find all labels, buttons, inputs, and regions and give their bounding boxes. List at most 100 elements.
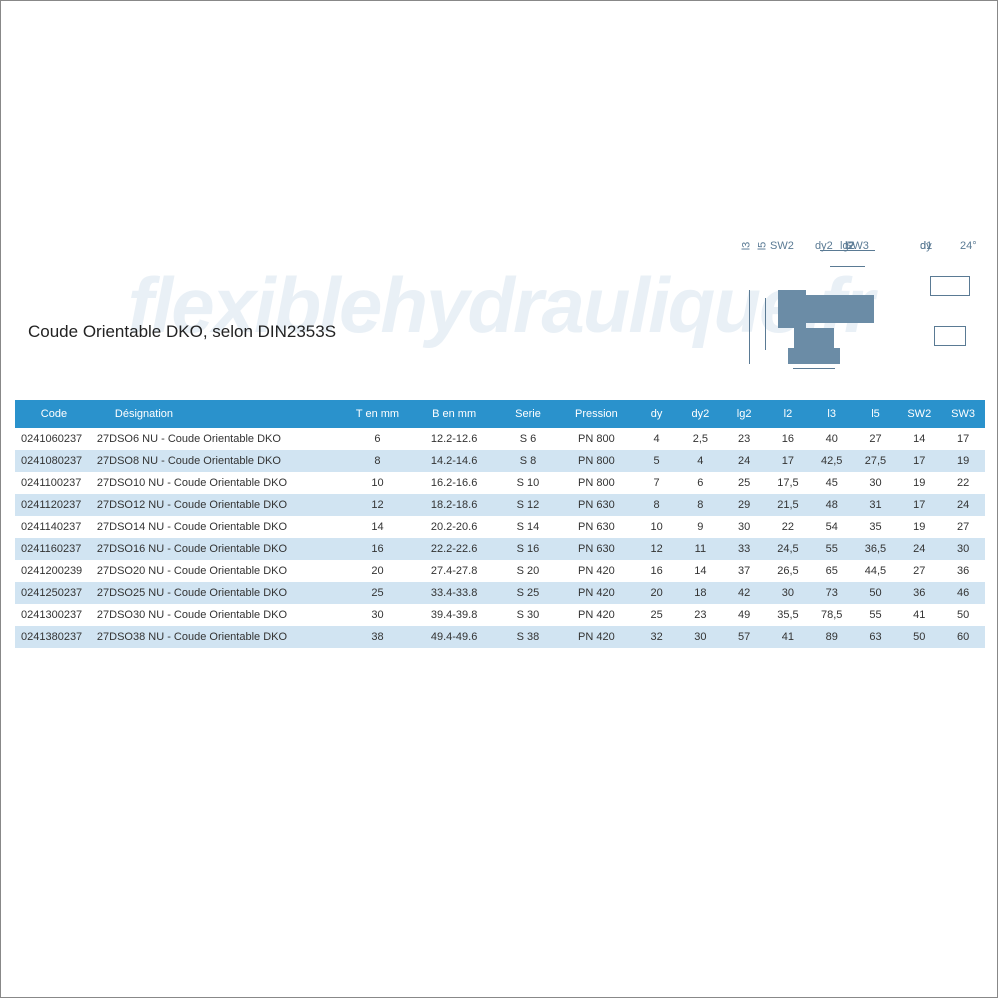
- col-lg2: lg2: [722, 400, 766, 428]
- cell-value: 50: [854, 582, 898, 604]
- diagram-label-l3: l3: [740, 242, 752, 251]
- cell-value: 14.2-14.6: [410, 450, 498, 472]
- cell-value: 42: [722, 582, 766, 604]
- cell-value: 33.4-33.8: [410, 582, 498, 604]
- cell-code: 0241140237: [15, 516, 93, 538]
- cell-value: 89: [810, 626, 854, 648]
- cell-value: 11: [678, 538, 722, 560]
- cell-value: 50: [897, 626, 941, 648]
- diagram-label-sw2: SW2: [770, 240, 794, 252]
- cell-value: 20: [345, 560, 411, 582]
- col-sw2: SW2: [897, 400, 941, 428]
- cell-value: 8: [345, 450, 411, 472]
- table-row: 024116023727DSO16 NU - Coude Orientable …: [15, 538, 985, 560]
- spec-table: Code Désignation T en mm B en mm Serie P…: [15, 400, 985, 648]
- cell-designation: 27DSO20 NU - Coude Orientable DKO: [93, 560, 345, 582]
- table-row: 024108023727DSO8 NU - Coude Orientable D…: [15, 450, 985, 472]
- cell-code: 0241380237: [15, 626, 93, 648]
- cell-code: 0241300237: [15, 604, 93, 626]
- cell-value: 20: [635, 582, 679, 604]
- cell-designation: 27DSO12 NU - Coude Orientable DKO: [93, 494, 345, 516]
- diagram-profile-top: [930, 276, 970, 296]
- cell-value: 78,5: [810, 604, 854, 626]
- cell-value: 25: [345, 582, 411, 604]
- cell-value: S 16: [498, 538, 558, 560]
- cell-value: 41: [897, 604, 941, 626]
- cell-designation: 27DSO8 NU - Coude Orientable DKO: [93, 450, 345, 472]
- technical-diagram: lg2 l2 SW2 SW3 l3 l5 dy d1 dy2 24°: [720, 240, 975, 390]
- cell-value: PN 800: [558, 428, 635, 450]
- table-row: 024138023727DSO38 NU - Coude Orientable …: [15, 626, 985, 648]
- cell-value: 14: [345, 516, 411, 538]
- cell-value: 12: [635, 538, 679, 560]
- cell-value: 16: [635, 560, 679, 582]
- cell-value: 17,5: [766, 472, 810, 494]
- cell-value: 46: [941, 582, 985, 604]
- cell-designation: 27DSO38 NU - Coude Orientable DKO: [93, 626, 345, 648]
- col-pression: Pression: [558, 400, 635, 428]
- cell-value: 10: [635, 516, 679, 538]
- col-b: B en mm: [410, 400, 498, 428]
- table-row: 024125023727DSO25 NU - Coude Orientable …: [15, 582, 985, 604]
- cell-value: PN 420: [558, 560, 635, 582]
- cell-value: 65: [810, 560, 854, 582]
- cell-value: 38: [345, 626, 411, 648]
- cell-value: 10: [345, 472, 411, 494]
- col-l3: l3: [810, 400, 854, 428]
- diagram-label-d1: d1: [920, 240, 932, 252]
- cell-value: 45: [810, 472, 854, 494]
- table-row: 024114023727DSO14 NU - Coude Orientable …: [15, 516, 985, 538]
- table-row: 024120023927DSO20 NU - Coude Orientable …: [15, 560, 985, 582]
- cell-value: 55: [810, 538, 854, 560]
- col-code: Code: [15, 400, 93, 428]
- cell-value: 25: [722, 472, 766, 494]
- diagram-profile-bottom: [934, 326, 966, 346]
- diagram-dimline-lg2: [820, 250, 875, 251]
- cell-code: 0241120237: [15, 494, 93, 516]
- cell-value: 17: [941, 428, 985, 450]
- cell-value: 23: [678, 604, 722, 626]
- diagram-body-horizontal: [806, 295, 874, 323]
- cell-value: S 38: [498, 626, 558, 648]
- cell-value: S 8: [498, 450, 558, 472]
- cell-value: 18.2-18.6: [410, 494, 498, 516]
- cell-value: 14: [678, 560, 722, 582]
- col-l5: l5: [854, 400, 898, 428]
- cell-value: 37: [722, 560, 766, 582]
- cell-value: 19: [941, 450, 985, 472]
- table-row: 024130023727DSO30 NU - Coude Orientable …: [15, 604, 985, 626]
- cell-value: 27.4-27.8: [410, 560, 498, 582]
- cell-value: 16: [345, 538, 411, 560]
- cell-value: 30: [941, 538, 985, 560]
- cell-value: 73: [810, 582, 854, 604]
- cell-value: 30: [722, 516, 766, 538]
- diagram-dimline-l5: [765, 298, 766, 350]
- cell-value: 22: [941, 472, 985, 494]
- cell-value: 30: [678, 626, 722, 648]
- cell-value: 54: [810, 516, 854, 538]
- cell-value: PN 800: [558, 472, 635, 494]
- cell-value: 8: [635, 494, 679, 516]
- cell-code: 0241080237: [15, 450, 93, 472]
- col-designation: Désignation: [93, 400, 345, 428]
- diagram-dimline-dy2: [793, 368, 835, 369]
- cell-value: 22: [766, 516, 810, 538]
- spec-table-head: Code Désignation T en mm B en mm Serie P…: [15, 400, 985, 428]
- cell-value: 17: [897, 494, 941, 516]
- cell-value: 24: [941, 494, 985, 516]
- cell-value: 60: [941, 626, 985, 648]
- cell-value: 12.2-12.6: [410, 428, 498, 450]
- cell-value: 14: [897, 428, 941, 450]
- cell-value: 8: [678, 494, 722, 516]
- table-row: 024106023727DSO6 NU - Coude Orientable D…: [15, 428, 985, 450]
- cell-value: PN 420: [558, 604, 635, 626]
- cell-value: PN 630: [558, 538, 635, 560]
- cell-value: S 30: [498, 604, 558, 626]
- cell-value: 2,5: [678, 428, 722, 450]
- cell-value: S 12: [498, 494, 558, 516]
- cell-value: 4: [635, 428, 679, 450]
- cell-designation: 27DSO25 NU - Coude Orientable DKO: [93, 582, 345, 604]
- cell-value: 26,5: [766, 560, 810, 582]
- cell-value: PN 800: [558, 450, 635, 472]
- cell-value: 24: [897, 538, 941, 560]
